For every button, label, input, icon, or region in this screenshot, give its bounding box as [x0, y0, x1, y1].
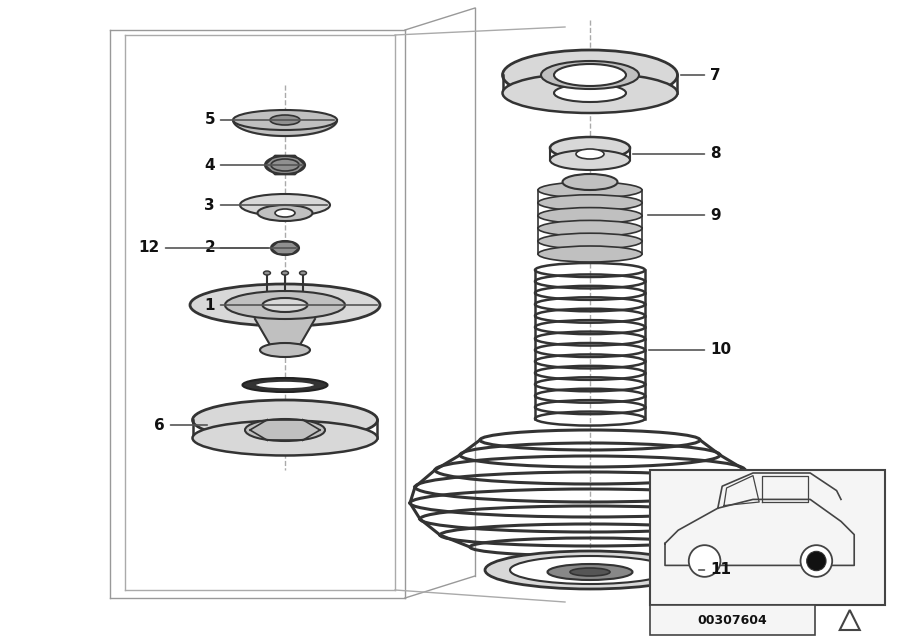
- Text: 5: 5: [204, 113, 334, 127]
- Ellipse shape: [193, 420, 377, 455]
- Ellipse shape: [270, 115, 300, 125]
- Ellipse shape: [190, 284, 380, 326]
- Text: 8: 8: [633, 146, 721, 162]
- Ellipse shape: [550, 150, 630, 170]
- Text: 10: 10: [649, 343, 731, 357]
- Ellipse shape: [554, 64, 626, 86]
- Ellipse shape: [271, 159, 299, 171]
- Circle shape: [688, 545, 720, 577]
- Ellipse shape: [554, 64, 626, 86]
- Ellipse shape: [538, 182, 642, 198]
- Ellipse shape: [255, 381, 315, 389]
- Ellipse shape: [570, 568, 610, 576]
- Ellipse shape: [240, 194, 330, 216]
- Ellipse shape: [510, 556, 670, 584]
- Text: 3: 3: [204, 198, 328, 212]
- Ellipse shape: [550, 137, 630, 159]
- Ellipse shape: [547, 564, 633, 580]
- Ellipse shape: [538, 246, 642, 262]
- Circle shape: [806, 551, 826, 570]
- Ellipse shape: [502, 50, 678, 100]
- Ellipse shape: [485, 551, 695, 589]
- Bar: [650, 470, 885, 605]
- Ellipse shape: [275, 209, 295, 217]
- Text: 6: 6: [154, 417, 207, 432]
- Ellipse shape: [538, 221, 642, 237]
- Text: 00307604: 00307604: [698, 614, 767, 626]
- Ellipse shape: [541, 61, 639, 89]
- Ellipse shape: [233, 110, 337, 130]
- Text: 11: 11: [698, 562, 731, 577]
- Ellipse shape: [538, 195, 642, 211]
- Ellipse shape: [538, 233, 642, 249]
- Ellipse shape: [260, 343, 310, 357]
- Ellipse shape: [502, 73, 678, 113]
- Ellipse shape: [265, 156, 305, 174]
- Text: 2: 2: [204, 240, 296, 256]
- Ellipse shape: [576, 149, 604, 159]
- Ellipse shape: [264, 271, 271, 275]
- Ellipse shape: [271, 241, 299, 255]
- Bar: [650, 605, 814, 635]
- Ellipse shape: [263, 298, 308, 312]
- Text: 4: 4: [204, 158, 302, 172]
- Polygon shape: [255, 319, 315, 350]
- Ellipse shape: [282, 271, 289, 275]
- Text: 9: 9: [648, 207, 721, 223]
- Ellipse shape: [242, 378, 328, 392]
- Ellipse shape: [257, 205, 312, 221]
- Ellipse shape: [300, 271, 307, 275]
- Ellipse shape: [193, 400, 377, 440]
- Ellipse shape: [562, 174, 617, 190]
- Ellipse shape: [245, 419, 325, 441]
- Ellipse shape: [554, 84, 626, 102]
- Ellipse shape: [538, 207, 642, 224]
- Text: 12: 12: [139, 240, 268, 256]
- Ellipse shape: [225, 291, 345, 319]
- Text: 1: 1: [204, 298, 377, 312]
- Text: 7: 7: [680, 67, 721, 83]
- Circle shape: [800, 545, 832, 577]
